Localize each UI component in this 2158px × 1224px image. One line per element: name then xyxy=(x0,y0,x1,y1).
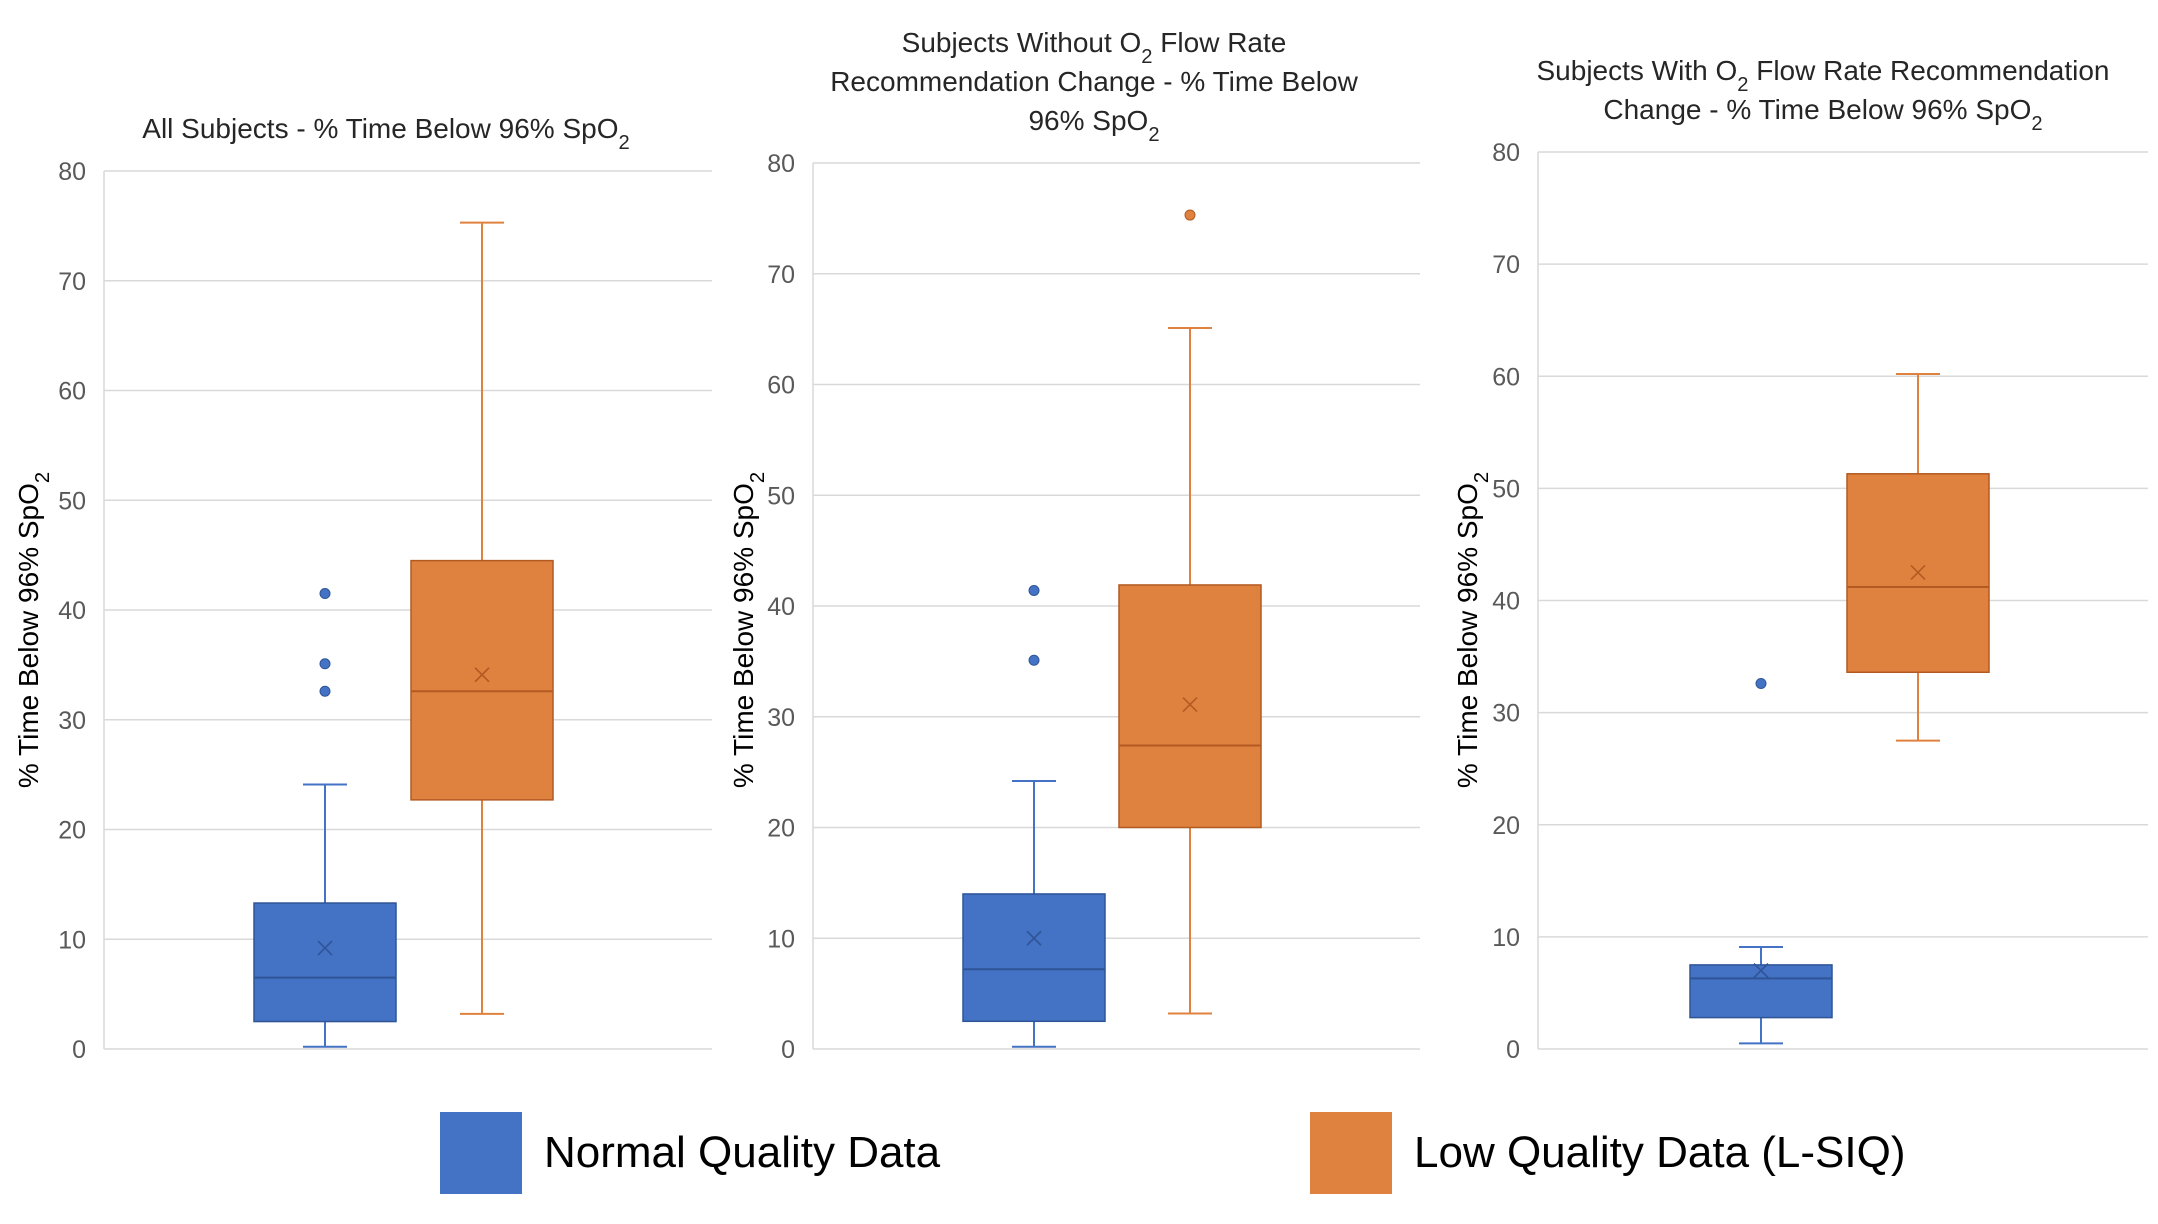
chart-title-line: All Subjects - % Time Below 96% SpO2 xyxy=(142,113,629,154)
y-tick-label: 10 xyxy=(1492,924,1520,952)
y-tick-label: 80 xyxy=(767,150,795,178)
outlier-point xyxy=(1028,654,1040,666)
box-normal-quality xyxy=(962,584,1106,1048)
y-tick-label: 0 xyxy=(72,1036,86,1064)
y-tick-label: 70 xyxy=(767,261,795,289)
y-tick-label: 60 xyxy=(767,372,795,400)
chart-panel-2: 0 10 20 30 40 50 60 70 80 Subjects Without O2 Flo… xyxy=(728,27,1420,1064)
mean-marker xyxy=(317,940,333,956)
y-tick-label: 70 xyxy=(58,268,86,296)
y-axis-label: % Time Below 96% SpO2 xyxy=(1452,472,1493,788)
chart-title-line: Change - % Time Below 96% SpO2 xyxy=(1603,94,2042,135)
y-tick-label: 40 xyxy=(58,597,86,625)
y-axis-label: % Time Below 96% SpO2 xyxy=(728,472,769,788)
y-tick-label: 50 xyxy=(1492,475,1520,503)
mean-marker xyxy=(1753,962,1769,979)
y-tick-label: 60 xyxy=(1492,363,1520,391)
mean-marker xyxy=(474,667,490,683)
outlier-point xyxy=(1028,584,1040,596)
y-tick-label: 70 xyxy=(1492,251,1520,279)
iqr-box xyxy=(410,559,554,801)
box-normal-quality xyxy=(253,588,397,1048)
y-tick-label: 0 xyxy=(781,1036,795,1064)
y-tick-label: 40 xyxy=(1492,588,1520,616)
box-low-quality xyxy=(1846,373,1990,742)
box-normal-quality xyxy=(1689,677,1833,1045)
y-tick-label: 10 xyxy=(58,926,86,954)
mean-marker xyxy=(1026,930,1042,946)
chart-panel-1: 0 10 20 30 40 50 60 70 80 All Subjects - % Time B… xyxy=(13,113,712,1064)
iqr-box xyxy=(962,893,1106,1023)
y-tick-label: 30 xyxy=(58,707,86,735)
y-tick-label: 80 xyxy=(58,158,86,186)
iqr-box xyxy=(253,902,397,1023)
legend-item-low-quality: Low Quality Data (L-SIQ) xyxy=(1310,1112,1906,1194)
legend-label-low-quality: Low Quality Data (L-SIQ) xyxy=(1414,1128,1906,1177)
iqr-box xyxy=(1118,584,1262,829)
legend-item-normal-quality: Normal Quality Data xyxy=(440,1112,940,1194)
y-tick-label: 50 xyxy=(58,487,86,515)
chart-title-line: Recommendation Change - % Time Below xyxy=(830,66,1358,97)
mean-marker xyxy=(1910,564,1926,581)
y-tick-label: 20 xyxy=(1492,812,1520,840)
outlier-point xyxy=(319,658,331,670)
legend-label-normal-quality: Normal Quality Data xyxy=(544,1128,941,1177)
y-tick-label: 50 xyxy=(767,482,795,510)
chart-title-line: Subjects With O2 Flow Rate Recommendatio… xyxy=(1537,55,2110,96)
y-tick-label: 40 xyxy=(767,593,795,621)
y-tick-label: 0 xyxy=(1506,1036,1520,1064)
legend-swatch-low-quality xyxy=(1310,1112,1392,1194)
y-tick-label: 30 xyxy=(767,704,795,732)
y-tick-label: 20 xyxy=(767,815,795,843)
outlier-point xyxy=(1755,677,1767,689)
chart-panel-3: 0 10 20 30 40 50 60 70 80 Subjects With O2 Flow R… xyxy=(1452,55,2148,1064)
y-tick-label: 80 xyxy=(1492,139,1520,167)
y-axis-label: % Time Below 96% SpO2 xyxy=(13,472,54,788)
y-tick-label: 30 xyxy=(1492,700,1520,728)
box-low-quality xyxy=(410,221,554,1015)
outlier-point xyxy=(1184,209,1196,221)
legend-swatch-normal-quality xyxy=(440,1112,522,1194)
y-tick-label: 60 xyxy=(58,378,86,406)
box-low-quality xyxy=(1118,209,1262,1015)
chart-title-line: Subjects Without O2 Flow Rate xyxy=(902,27,1287,68)
outlier-point xyxy=(319,588,331,600)
y-tick-label: 10 xyxy=(767,925,795,953)
outlier-point xyxy=(319,685,331,697)
y-tick-label: 20 xyxy=(58,817,86,845)
mean-marker xyxy=(1182,697,1198,713)
iqr-box xyxy=(1689,964,1833,1019)
chart-title-line: 96% SpO2 xyxy=(1028,105,1159,146)
